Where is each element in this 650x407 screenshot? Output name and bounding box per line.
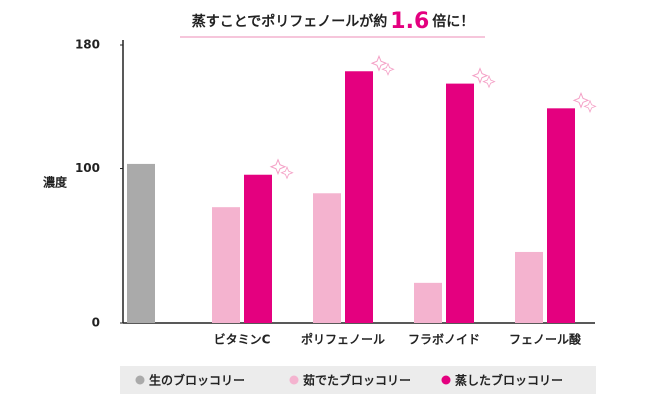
- title-text: 倍に！: [432, 13, 474, 30]
- sparkle: [572, 91, 590, 109]
- sparkle: [280, 166, 294, 180]
- chart-title: 蒸すことでポリフェノールが約 1.6 倍に！: [192, 9, 475, 34]
- legend-marker: [135, 375, 145, 385]
- x-tick-label: フェノール酸: [509, 332, 582, 347]
- bar: [414, 282, 442, 323]
- bar: [212, 207, 240, 323]
- sparkle: [381, 62, 395, 76]
- bar: [244, 174, 272, 323]
- y-axis-label: 濃度: [43, 175, 68, 190]
- legend-label: 蒸したブロッコリー: [455, 373, 563, 388]
- legend-marker: [441, 375, 451, 385]
- x-tick-label: ポリフェノール: [301, 332, 385, 347]
- bar: [515, 251, 543, 323]
- title-text: 蒸すことでポリフェノールが約: [192, 13, 388, 30]
- bar: [313, 193, 341, 323]
- legend-marker: [289, 375, 299, 385]
- bar: [127, 163, 155, 323]
- x-tick-label: フラボノイド: [408, 332, 480, 347]
- bar: [446, 83, 474, 323]
- legend-label: 茹でたブロッコリー: [303, 373, 411, 388]
- y-tick-label: 100: [75, 161, 100, 175]
- y-tick-label: 0: [92, 316, 100, 330]
- y-tick-label: 180: [75, 38, 100, 52]
- bar: [345, 71, 373, 323]
- sparkle: [471, 67, 489, 84]
- sparkle: [269, 158, 287, 176]
- sparkle: [583, 99, 597, 113]
- legend-label: 生のブロッコリー: [149, 373, 245, 388]
- title-highlight: 1.6: [390, 9, 429, 34]
- x-tick-label: ビタミンC: [214, 332, 271, 347]
- sparkle: [482, 74, 496, 89]
- bar: [547, 108, 575, 323]
- legend-box: [120, 366, 596, 394]
- sparkle: [370, 54, 388, 72]
